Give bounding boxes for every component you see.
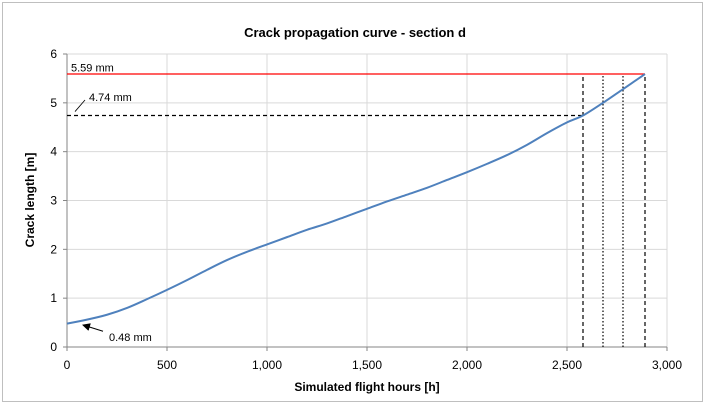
y-tick-label-0: 0: [50, 340, 57, 354]
y-tick-label-2: 2: [50, 242, 57, 256]
y-tick-label-3: 3: [50, 194, 57, 208]
y-axis-title: Crack length [m]: [23, 153, 37, 248]
y-tick-label-1: 1: [50, 291, 57, 305]
x-tick-label-0: 0: [64, 358, 71, 372]
chart-title: Crack propagation curve - section d: [244, 25, 466, 40]
x-tick-label-5: 2,500: [552, 358, 582, 372]
annotation-label-0: 5.59 mm: [71, 63, 114, 75]
x-tick-label-1: 500: [157, 358, 177, 372]
x-tick-label-3: 1,500: [352, 358, 382, 372]
annotation-leader-1: [74, 99, 86, 112]
y-tick-label-5: 5: [50, 96, 57, 110]
annotation-label-2: 0.48 mm: [109, 332, 152, 344]
annotation-label-1: 4.74 mm: [89, 92, 132, 104]
x-tick-label-2: 1,000: [252, 358, 282, 372]
y-tick-label-4: 4: [50, 145, 57, 159]
annotation-arrow-2: [82, 323, 104, 332]
x-tick-label-4: 2,000: [452, 358, 482, 372]
x-axis-title: Simulated flight hours [h]: [294, 380, 439, 394]
y-tick-label-6: 6: [50, 47, 57, 61]
plot-area: 0 1 2 3 4 5 6 0 500 1,000 1,500 2,000 2,500 3,000 5.59…: [50, 47, 682, 372]
x-tick-label-6: 3,000: [652, 358, 682, 372]
series-line-0: [66, 73, 646, 325]
